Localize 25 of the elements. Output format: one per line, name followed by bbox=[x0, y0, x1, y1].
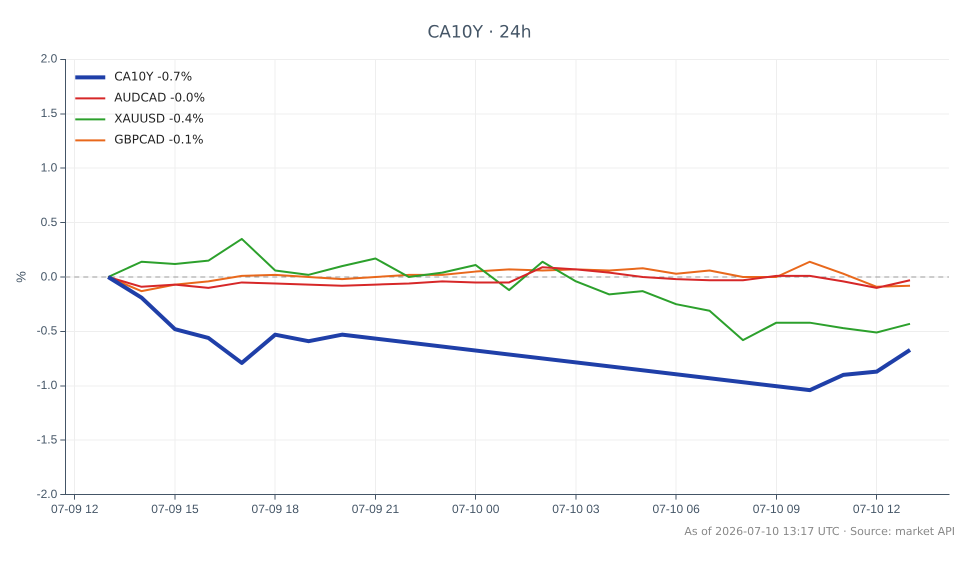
y-tick-label: 2.0 bbox=[40, 52, 58, 66]
y-axis-title: % bbox=[13, 270, 28, 283]
x-tick-label: 07-09 18 bbox=[252, 502, 300, 516]
x-tick-label: 07-10 00 bbox=[452, 502, 500, 516]
x-tick-label: 07-10 12 bbox=[852, 502, 901, 516]
y-tick-label: 0.5 bbox=[40, 214, 58, 229]
y-tick-label: -0.5 bbox=[36, 324, 58, 338]
x-tick-label: 07-10 06 bbox=[652, 502, 700, 516]
x-tick-label: 07-09 12 bbox=[51, 502, 99, 516]
y-tick-label: -1.5 bbox=[36, 432, 58, 447]
legend-label: CA10Y -0.7% bbox=[114, 70, 192, 84]
x-tick-label: 07-10 03 bbox=[552, 502, 600, 516]
y-tick-label: 1.5 bbox=[40, 106, 58, 120]
y-tick-label: 0.0 bbox=[40, 269, 58, 284]
legend-label: XAUUSD -0.4% bbox=[114, 112, 204, 126]
y-tick-label: -1.0 bbox=[36, 378, 58, 392]
x-tick-label: 07-10 09 bbox=[752, 502, 800, 516]
y-tick-label: 1.0 bbox=[40, 160, 58, 175]
x-tick-label: 07-09 15 bbox=[151, 502, 199, 516]
legend-label: AUDCAD -0.0% bbox=[114, 90, 205, 105]
y-tick-label: -2.0 bbox=[36, 486, 58, 501]
legend-label: GBPCAD -0.1% bbox=[114, 132, 204, 147]
x-tick-label: 07-09 21 bbox=[352, 502, 400, 516]
text: As of 2026-07-10 13:17 UTC · Source: market API bbox=[684, 525, 955, 538]
chart-title: CA10Y · 24h bbox=[427, 22, 532, 43]
